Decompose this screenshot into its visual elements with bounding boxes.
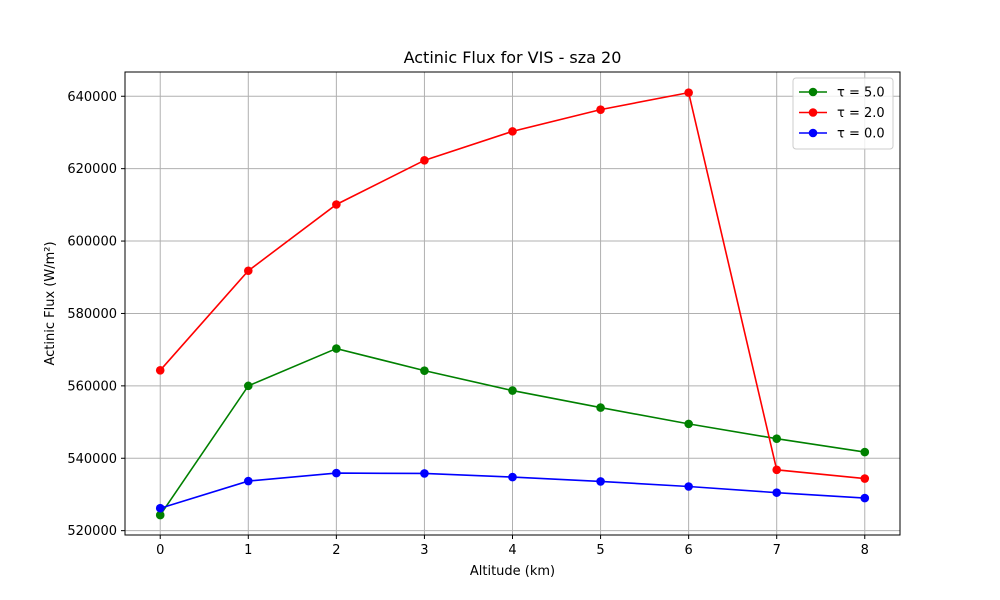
series-0 (155, 344, 870, 520)
data-point (332, 344, 341, 353)
data-point (155, 503, 165, 513)
legend-swatch-marker (808, 108, 818, 117)
legend-label: τ = 0.0 (837, 127, 885, 142)
legend-item: τ = 5.0 (799, 86, 885, 101)
data-point (155, 510, 165, 520)
y-tick-label: 580000 (67, 307, 117, 322)
x-tick-label: 5 (596, 543, 604, 558)
data-point (860, 447, 870, 457)
y-axis-label: Actinic Flux (W/m²) (43, 241, 58, 365)
y-tick-label: 520000 (67, 524, 117, 539)
y-tick-label: 640000 (67, 90, 117, 105)
data-point (596, 477, 605, 486)
x-tick-label: 1 (244, 543, 252, 558)
data-point (684, 482, 693, 491)
axes: 0 1 2 3 4 5 6 7 8 520000 540000 560000 580000 600000 6… (67, 90, 869, 558)
y-tick-label: 560000 (67, 379, 117, 394)
data-point (772, 434, 782, 444)
data-point (508, 472, 517, 482)
x-tick-label: 4 (508, 543, 516, 558)
data-point (508, 127, 517, 136)
chart-title: Actinic Flux for VIS - sza 20 (404, 48, 622, 67)
data-point (772, 465, 782, 475)
x-tick-label: 7 (773, 543, 781, 558)
legend-box (792, 77, 894, 150)
data-point (508, 386, 517, 395)
data-point (332, 468, 341, 478)
x-axis-label: Altitude (km) (470, 564, 555, 579)
series-1 (155, 88, 870, 483)
data-point (772, 488, 782, 497)
legend-swatch-marker (808, 87, 818, 97)
legend-label: τ = 5.0 (837, 86, 885, 101)
legend-item: τ = 2.0 (799, 106, 885, 121)
series-2 (155, 468, 870, 513)
y-tick-label: 540000 (67, 452, 117, 467)
x-tick-label: 2 (332, 543, 340, 558)
legend-label: τ = 2.0 (837, 106, 885, 121)
data-point (860, 493, 870, 503)
data-point (332, 200, 341, 209)
data-point (596, 403, 605, 412)
legend-item: τ = 0.0 (799, 127, 885, 142)
x-tick-label: 0 (156, 543, 164, 558)
x-tick-label: 6 (684, 543, 692, 558)
data-point (596, 105, 605, 114)
data-point (243, 381, 253, 391)
data-point (243, 266, 253, 276)
data-point (860, 474, 870, 483)
data-point (684, 419, 693, 429)
series-layer (155, 88, 870, 520)
x-tick-label: 3 (420, 543, 428, 558)
x-tick-label: 8 (861, 543, 869, 558)
data-point (684, 88, 693, 97)
data-point (420, 366, 429, 375)
data-point (420, 469, 429, 478)
data-point (155, 365, 165, 375)
legend: τ = 5.0 τ = 2.0 τ = 0.0 (792, 77, 894, 150)
legend-swatch-marker (808, 128, 818, 138)
y-tick-label: 620000 (67, 162, 117, 177)
y-tick-label: 600000 (67, 235, 117, 250)
data-point (420, 156, 429, 165)
data-point (243, 476, 253, 486)
